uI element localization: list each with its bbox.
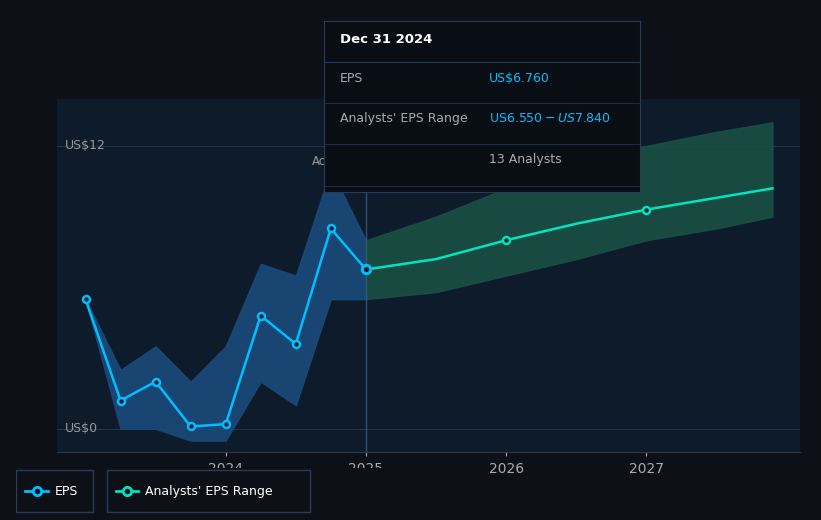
Text: US$6.760: US$6.760 — [488, 72, 549, 85]
Text: Actual: Actual — [312, 155, 349, 168]
Text: 13 Analysts: 13 Analysts — [488, 153, 562, 166]
FancyBboxPatch shape — [16, 470, 94, 513]
Text: Dec 31 2024: Dec 31 2024 — [340, 33, 433, 46]
Text: Analysts Forecasts: Analysts Forecasts — [380, 155, 490, 168]
Text: US$12: US$12 — [65, 139, 105, 152]
Text: US$6.550 - US$7.840: US$6.550 - US$7.840 — [488, 112, 611, 125]
Text: Analysts' EPS Range: Analysts' EPS Range — [340, 112, 468, 125]
Text: US$0: US$0 — [65, 422, 98, 435]
Text: Analysts' EPS Range: Analysts' EPS Range — [145, 485, 273, 498]
FancyBboxPatch shape — [107, 470, 310, 513]
Text: EPS: EPS — [340, 72, 364, 85]
Text: EPS: EPS — [55, 485, 78, 498]
